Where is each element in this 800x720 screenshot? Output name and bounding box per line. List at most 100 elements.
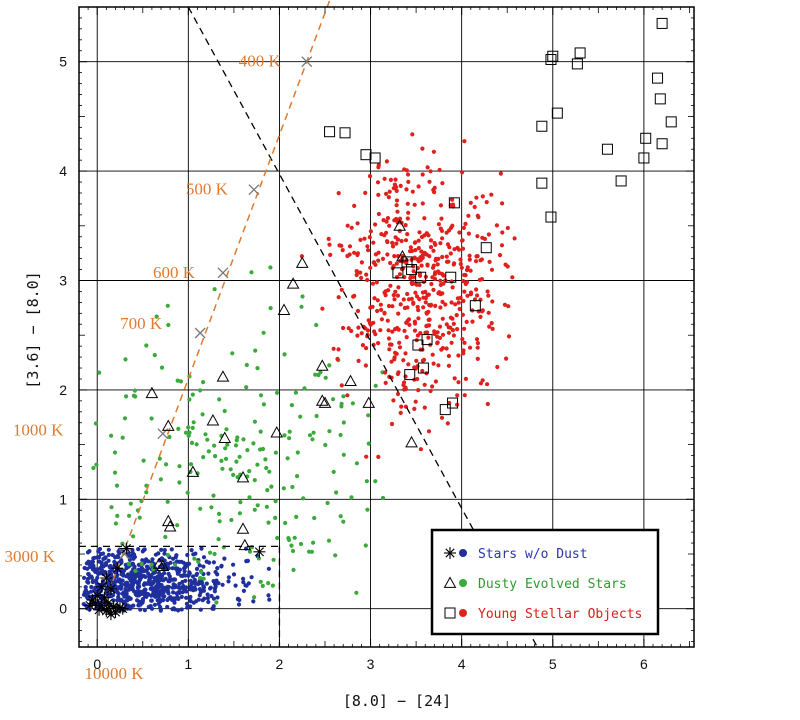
data-dot [390,329,395,334]
temperature-track-line [103,0,331,604]
data-dot [456,300,461,305]
data-dot [410,281,415,287]
data-dot [128,596,133,602]
data-dot [457,306,462,312]
data-dot [258,579,263,584]
data-dot [172,600,177,605]
data-dot [472,204,477,210]
data-dot [405,216,410,221]
data-dot [120,435,125,440]
data-dot [217,397,222,402]
data-dot [86,571,91,577]
data-dot [397,228,402,234]
data-dot [407,322,412,327]
data-dot [460,337,465,342]
data-dot [170,577,175,582]
data-dot [171,606,176,611]
data-dot [175,585,180,590]
data-dot [418,447,423,452]
data-dot [413,248,418,253]
data-dot [138,589,143,594]
data-dot [477,277,482,282]
data-dot [356,325,361,330]
data-dot [159,573,164,578]
data-dot [131,534,136,539]
data-dot [394,216,399,222]
data-dot [159,582,164,588]
data-dot [345,253,350,259]
data-dot [190,425,195,430]
data-dot [188,594,193,600]
data-dot [177,480,182,485]
temperature-cross-mark [301,56,313,68]
star-asterisk-marker [86,593,99,606]
tick-labels: 0 1 2 3 4 5 6 0 1 2 3 4 5 [59,54,648,672]
data-dot [352,293,357,298]
data-dot [362,236,367,241]
data-dot [432,190,437,195]
data-dot [233,583,238,588]
data-dot [383,289,388,294]
yso-square-marker [640,132,652,144]
data-dot [412,240,417,245]
star-asterisk-marker [120,542,133,555]
data-dot [422,405,427,410]
data-dot [375,180,381,185]
data-dot [380,256,386,261]
data-dot [158,477,163,482]
temperature-cross-mark [248,184,260,196]
data-dot [444,254,449,259]
data-dot [166,571,171,577]
data-dot [486,310,491,315]
x-tick-label: 5 [549,656,557,672]
data-dot [121,573,126,578]
yso-square-marker [656,138,668,150]
data-dot [179,594,184,600]
data-dot [286,536,291,541]
data-dot [416,238,421,243]
data-dot [107,564,112,569]
data-dot [480,308,485,313]
data-dot [505,225,510,231]
data-dot [326,538,332,543]
data-dot [266,520,271,525]
data-dot [450,316,455,321]
data-dot [451,321,456,326]
data-dot [416,308,421,313]
data-dot [115,586,120,591]
data-dot [145,592,151,597]
data-dot [106,558,111,563]
data-dot [117,577,122,582]
data-dot [290,484,295,490]
temperature-label: 400 K [239,52,282,71]
data-dot [394,241,399,246]
data-dot [350,401,355,406]
data-dot [454,313,459,318]
data-dot [438,292,443,297]
asterisk-stroke [106,584,116,594]
data-dot [452,376,457,381]
dusty-triangle-marker [405,435,418,448]
data-dot [474,195,479,200]
data-dot [252,419,257,424]
data-dot [456,353,461,358]
data-dot [128,578,133,584]
data-dot [271,557,276,562]
data-dot [428,169,433,174]
data-dot [490,326,495,331]
data-dot [165,597,170,603]
data-dot [174,553,179,558]
data-dot [136,573,141,579]
data-dot [157,456,162,461]
data-dot [360,343,365,348]
data-dot [482,236,487,241]
data-dot [462,139,467,144]
legend-label: Dusty Evolved Stars [478,577,627,592]
data-dot [368,305,373,310]
data-dot [437,270,442,276]
data-dot [114,483,120,488]
data-dot [273,499,278,504]
data-dot [200,598,205,603]
data-dot [366,441,371,446]
data-dot [169,547,174,552]
